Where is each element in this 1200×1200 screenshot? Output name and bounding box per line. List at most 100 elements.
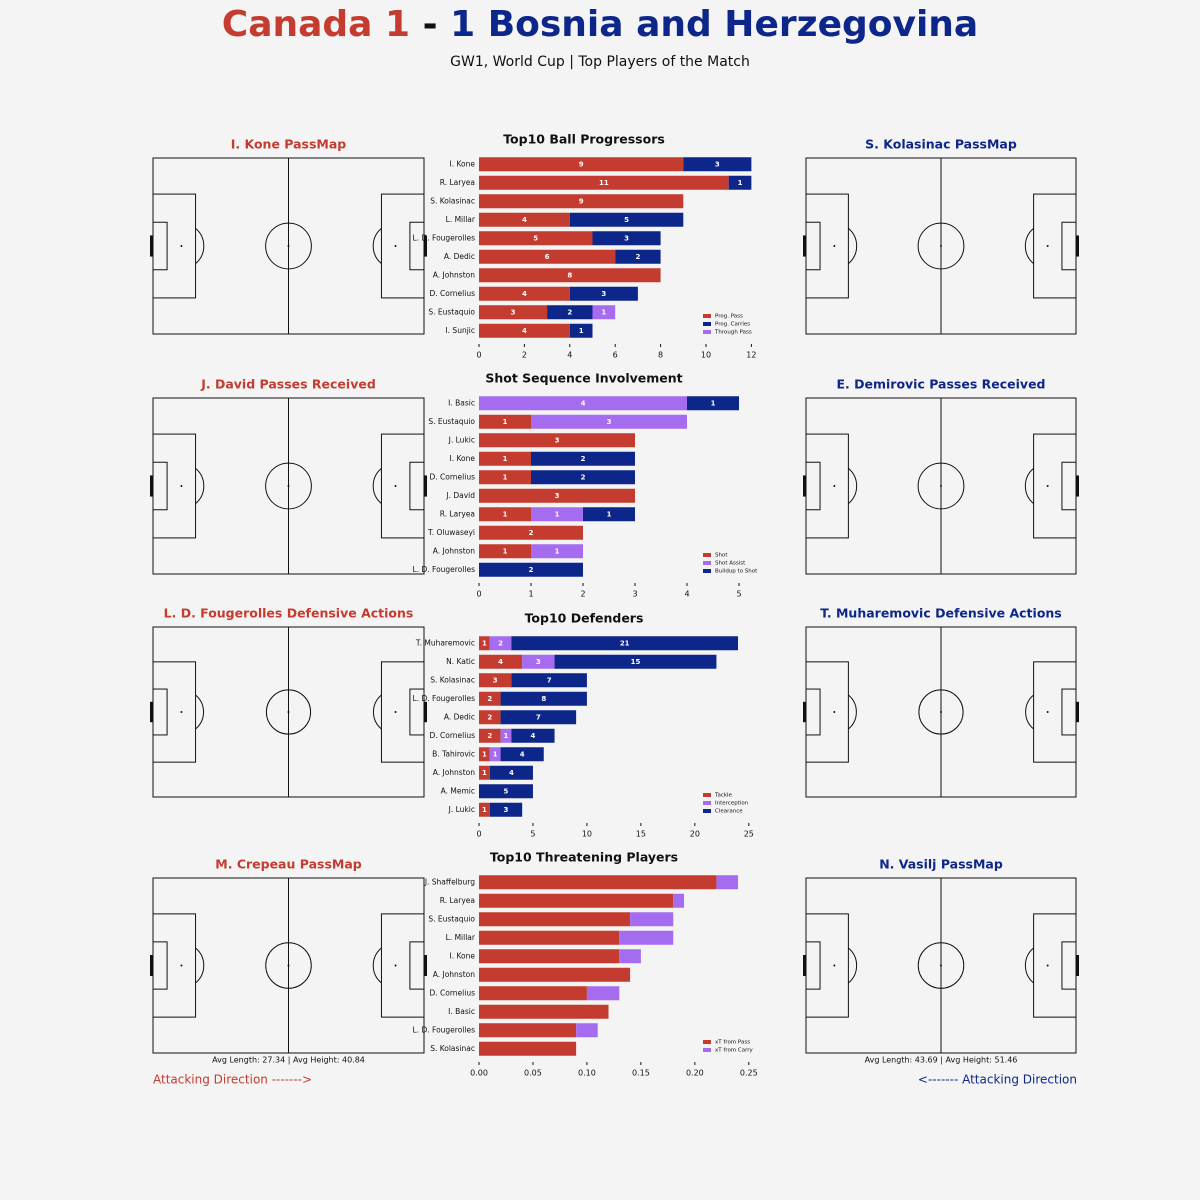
bar-value-label: 3	[715, 160, 720, 168]
bar-segment	[479, 157, 684, 172]
bar-value-label: 8	[541, 695, 546, 703]
bar-value-label: 3	[511, 308, 516, 316]
bar-segment	[728, 175, 752, 190]
subtitle: GW1, World Cup | Top Players of the Matc…	[450, 54, 750, 70]
bar-segment	[489, 802, 523, 817]
center-spot	[940, 711, 942, 713]
goal	[150, 475, 153, 497]
bar-segment	[630, 912, 674, 927]
x-tick-label: 4	[684, 590, 689, 599]
center-circle	[917, 462, 965, 510]
six-yard-box	[409, 461, 425, 511]
x-tick-label: 0	[476, 590, 481, 599]
bar-segment	[479, 249, 616, 264]
bar-value-label: 3	[555, 492, 560, 500]
y-tick-label: A. Johnston	[433, 270, 476, 279]
x-tick-label: 2	[522, 351, 527, 360]
penalty-arc	[848, 228, 858, 264]
bar-segment	[479, 231, 593, 246]
bar-value-label: 4	[522, 327, 527, 335]
penalty-box	[380, 433, 425, 539]
bar-segment	[479, 544, 531, 559]
bar-segment	[479, 470, 531, 485]
away-score: 1 Bosnia and Herzegovina	[450, 4, 978, 45]
x-tick-label: 0	[476, 351, 481, 360]
bar-segment	[479, 451, 531, 466]
y-tick-label: A. Johnston	[433, 970, 476, 979]
goal	[803, 235, 806, 257]
bar-segment	[531, 544, 583, 559]
bar-value-label: 4	[581, 399, 586, 407]
y-tick-label: L. Millar	[446, 933, 476, 942]
chart-title: Top10 Threatening Players	[490, 850, 678, 865]
bar-segment	[592, 305, 616, 320]
six-yard-box	[409, 221, 425, 271]
center-spot	[287, 245, 290, 247]
legend-label: Through Pass	[714, 330, 752, 336]
y-tick-label: R. Laryea	[440, 896, 475, 905]
legend-swatch	[703, 314, 711, 318]
six-yard-box	[805, 221, 821, 271]
goal	[150, 235, 153, 257]
bar-value-label: 2	[635, 253, 640, 261]
x-tick-label: 15	[636, 830, 646, 839]
bar-segment	[479, 286, 570, 301]
center-spot	[940, 964, 942, 967]
pitch-title: E. Demirovic Passes Received	[836, 377, 1045, 392]
y-tick-label: J. Lukic	[448, 435, 475, 444]
match-title: Canada 1 - 1 Bosnia and Herzegovina	[222, 4, 978, 45]
penalty-box	[805, 193, 849, 299]
penalty-arc	[195, 468, 205, 504]
x-tick-label: 25	[744, 830, 754, 839]
bar-segment	[683, 157, 752, 172]
penalty-arc	[372, 228, 382, 264]
bar-value-label: 4	[520, 750, 525, 758]
y-tick-label: L. D. Fougerolles	[413, 1025, 476, 1034]
bar-segment	[479, 488, 635, 503]
bar-segment	[479, 710, 501, 725]
bar-segment	[500, 747, 544, 762]
y-tick-label: L. D. Fougerolles	[413, 694, 476, 703]
bar-segment	[569, 212, 684, 227]
penalty-spot	[833, 485, 836, 487]
bar-segment	[479, 893, 674, 908]
y-tick-label: S. Eustaquio	[428, 417, 475, 426]
six-yard-box	[805, 941, 821, 990]
bar-segment	[479, 654, 523, 669]
home-direction: Attacking Direction ------->	[153, 1073, 312, 1087]
penalty-arc	[195, 694, 205, 730]
bar-value-label: 2	[487, 732, 492, 740]
bar-value-label: 1	[601, 308, 606, 316]
bar-segment	[554, 654, 717, 669]
bar-segment	[479, 562, 583, 577]
penalty-spot	[180, 964, 183, 967]
bar-value-label: 4	[498, 658, 503, 666]
bar-value-label: 7	[536, 713, 541, 721]
bar-segment	[489, 636, 512, 651]
bar-segment	[619, 949, 641, 964]
x-tick-label: 6	[613, 351, 618, 360]
y-tick-label: A. Johnston	[433, 768, 476, 777]
penalty-arc	[195, 947, 205, 984]
y-tick-label: R. Laryea	[440, 178, 475, 187]
penalty-box	[1033, 193, 1077, 299]
penalty-arc	[372, 468, 382, 504]
penalty-box	[152, 661, 197, 763]
six-yard-box	[1061, 688, 1077, 736]
bar-value-label: 5	[624, 216, 629, 224]
bar-value-label: 5	[533, 234, 538, 242]
penalty-box	[1033, 661, 1077, 763]
bar-value-label: 2	[529, 566, 534, 574]
center-spot	[287, 711, 290, 713]
y-tick-label: I. Basic	[448, 398, 475, 407]
goal	[1076, 701, 1079, 723]
bar-segment	[511, 636, 739, 651]
bar-segment	[479, 967, 631, 982]
bar-value-label: 1	[711, 399, 716, 407]
x-tick-label: 5	[530, 830, 535, 839]
bar-segment	[522, 654, 555, 669]
goal	[1076, 955, 1079, 976]
x-tick-label: 2	[580, 590, 585, 599]
pitch-note: Avg Length: 43.69 | Avg Height: 51.46	[865, 1056, 1018, 1065]
six-yard-box	[805, 461, 821, 511]
